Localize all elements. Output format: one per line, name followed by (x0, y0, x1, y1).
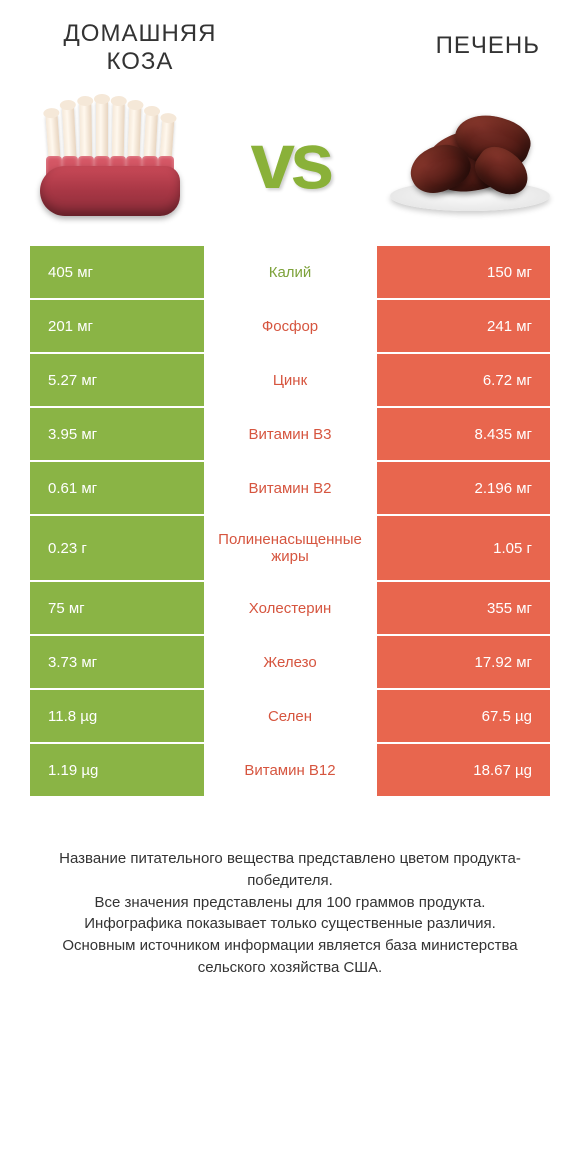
footer-line: Инфографика показывает только существенн… (30, 913, 550, 935)
left-value: 11.8 µg (30, 690, 204, 742)
nutrient-label: Холестерин (204, 582, 377, 634)
right-value: 150 мг (377, 246, 551, 298)
nutrient-label: Фосфор (204, 300, 377, 352)
footer-notes: Название питательного вещества представл… (0, 798, 580, 999)
table-row: 3.95 мгВитамин B38.435 мг (30, 408, 550, 460)
right-value: 2.196 мг (377, 462, 551, 514)
footer-line: Название питательного вещества представл… (30, 848, 550, 892)
footer-line: Основным источником информации является … (30, 935, 550, 979)
table-row: 0.23 гПолиненасыщенные жиры1.05 г (30, 516, 550, 580)
left-value: 201 мг (30, 300, 204, 352)
nutrient-label: Селен (204, 690, 377, 742)
right-value: 18.67 µg (377, 744, 551, 796)
header: ДОМАШНЯЯКОЗА ПЕЧЕНЬ (0, 0, 580, 86)
table-row: 0.61 мгВитамин B22.196 мг (30, 462, 550, 514)
images-row: vs (0, 86, 580, 246)
right-value: 8.435 мг (377, 408, 551, 460)
nutrient-label: Витамин B12 (204, 744, 377, 796)
table-row: 201 мгФосфор241 мг (30, 300, 550, 352)
comparison-table: 405 мгКалий150 мг201 мгФосфор241 мг5.27 … (0, 246, 580, 796)
left-value: 0.23 г (30, 516, 204, 580)
table-row: 5.27 мгЦинк6.72 мг (30, 354, 550, 406)
left-product-title: ДОМАШНЯЯКОЗА (40, 20, 240, 76)
nutrient-label: Железо (204, 636, 377, 688)
right-title-text: ПЕЧЕНЬ (436, 32, 540, 59)
table-row: 3.73 мгЖелезо17.92 мг (30, 636, 550, 688)
left-value: 3.73 мг (30, 636, 204, 688)
table-row: 405 мгКалий150 мг (30, 246, 550, 298)
right-value: 17.92 мг (377, 636, 551, 688)
nutrient-label: Витамин B3 (204, 408, 377, 460)
nutrient-label: Калий (204, 246, 377, 298)
liver-image (390, 101, 550, 221)
table-row: 75 мгХолестерин355 мг (30, 582, 550, 634)
left-value: 1.19 µg (30, 744, 204, 796)
table-row: 11.8 µgСелен67.5 µg (30, 690, 550, 742)
right-value: 67.5 µg (377, 690, 551, 742)
left-value: 3.95 мг (30, 408, 204, 460)
nutrient-label: Цинк (204, 354, 377, 406)
left-value: 5.27 мг (30, 354, 204, 406)
goat-image (30, 96, 190, 226)
table-row: 1.19 µgВитамин B1218.67 µg (30, 744, 550, 796)
footer-line: Все значения представлены для 100 граммо… (30, 892, 550, 914)
vs-label: vs (251, 115, 330, 207)
right-value: 355 мг (377, 582, 551, 634)
left-value: 405 мг (30, 246, 204, 298)
right-value: 241 мг (377, 300, 551, 352)
left-title-text: ДОМАШНЯЯКОЗА (64, 20, 217, 75)
left-value: 75 мг (30, 582, 204, 634)
nutrient-label: Полиненасыщенные жиры (204, 516, 377, 580)
right-product-title: ПЕЧЕНЬ (360, 20, 540, 60)
nutrient-label: Витамин B2 (204, 462, 377, 514)
left-value: 0.61 мг (30, 462, 204, 514)
right-value: 1.05 г (377, 516, 551, 580)
right-value: 6.72 мг (377, 354, 551, 406)
